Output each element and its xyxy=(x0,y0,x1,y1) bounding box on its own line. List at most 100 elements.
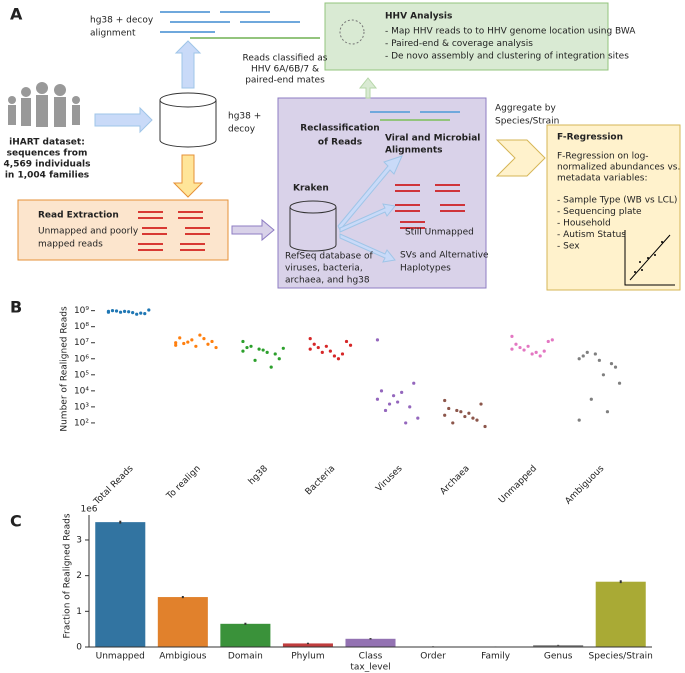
box-title: Reclassification xyxy=(300,124,379,134)
x-tick-label: Domain xyxy=(228,652,263,662)
data-point xyxy=(443,398,447,403)
data-point xyxy=(581,354,585,358)
data-point xyxy=(194,344,198,348)
diagram-text: - Map HHV reads to to HHV genome locatio… xyxy=(385,27,636,37)
data-point xyxy=(312,342,316,346)
data-point xyxy=(538,354,542,358)
data-point xyxy=(174,343,178,347)
panel-label: C xyxy=(10,512,22,531)
data-point xyxy=(416,416,420,420)
data-point xyxy=(110,309,115,313)
diagram-text: - Sample Type (WB vs LCL) xyxy=(557,196,677,206)
data-point xyxy=(253,358,257,362)
diagram-text: - Household xyxy=(557,219,611,229)
diagram-text: hg38 + decoy xyxy=(90,16,154,26)
y-tick-label: 1 xyxy=(76,607,82,617)
data-point xyxy=(534,350,538,354)
data-point xyxy=(475,418,479,422)
data-point xyxy=(613,365,618,369)
x-tick-label: Total Reads xyxy=(92,464,136,508)
data-point xyxy=(597,358,601,362)
x-tick-label: Unmapped xyxy=(497,464,539,506)
data-point xyxy=(147,308,151,312)
data-point xyxy=(400,390,404,394)
arrows xyxy=(94,40,546,263)
diagram-text: Alignments xyxy=(385,146,443,156)
diagram-text: Species/Strain xyxy=(495,117,559,127)
data-point xyxy=(308,337,312,341)
diagram-text: Viral and Microbial xyxy=(385,134,480,144)
diagram-text: decoy xyxy=(228,125,256,135)
panel-label: B xyxy=(10,298,22,317)
bar xyxy=(282,643,333,647)
data-point xyxy=(131,311,135,315)
diagram-text: - Sex xyxy=(557,242,580,252)
data-point xyxy=(241,349,245,353)
y-tick-label: 10³ xyxy=(74,402,89,412)
data-point xyxy=(617,381,622,385)
data-point xyxy=(605,410,610,414)
data-point xyxy=(328,349,332,353)
data-point xyxy=(375,338,380,342)
data-point xyxy=(118,310,123,314)
diagram-text: hg38 + xyxy=(228,112,261,122)
data-point xyxy=(471,416,475,420)
data-point xyxy=(210,339,214,344)
diagram-text: metadata variables: xyxy=(557,174,648,184)
data-point xyxy=(182,341,186,346)
diagram-text: Reads classified as xyxy=(243,54,328,64)
x-tick-label: To realign xyxy=(164,464,202,502)
x-tick-label: Phylum xyxy=(291,652,324,662)
x-tick-label: Unmapped xyxy=(96,652,145,662)
data-point xyxy=(404,421,408,425)
diagram-text: normalized abundances vs. xyxy=(557,163,680,173)
data-point xyxy=(522,348,526,352)
read-pairs xyxy=(138,184,465,251)
data-point xyxy=(375,397,380,401)
diagram-text: - De novo assembly and clustering of int… xyxy=(385,52,629,62)
data-point xyxy=(408,405,412,409)
y-tick-label: 10⁴ xyxy=(74,386,89,396)
data-point xyxy=(214,345,218,350)
db-icons xyxy=(159,92,337,252)
data-point xyxy=(344,339,349,344)
data-point xyxy=(546,339,550,344)
diagram-text: RefSeq database of xyxy=(285,252,373,262)
diagram-text: - Paired-end & coverage analysis xyxy=(385,39,533,49)
data-point xyxy=(106,309,111,313)
data-point xyxy=(467,411,471,415)
data-point xyxy=(249,344,253,348)
diagram-text: HHV 6A/6B/7 & xyxy=(251,65,319,75)
data-point xyxy=(514,342,518,346)
diagram-shapes xyxy=(8,2,681,291)
data-point xyxy=(202,337,206,341)
data-point xyxy=(443,413,447,417)
data-point xyxy=(122,309,127,313)
data-point xyxy=(277,357,281,361)
data-point xyxy=(186,340,190,344)
bar xyxy=(157,597,208,647)
data-point xyxy=(518,345,522,350)
data-point xyxy=(391,394,396,398)
virus-icon xyxy=(339,19,365,45)
diagram-text: Kraken xyxy=(293,184,329,194)
data-point xyxy=(127,310,131,314)
x-tick-label: Order xyxy=(420,652,446,662)
data-point xyxy=(577,357,581,361)
data-point xyxy=(530,352,534,356)
data-point xyxy=(383,408,388,413)
data-point xyxy=(589,397,593,401)
data-point xyxy=(577,418,581,422)
data-point xyxy=(479,402,483,406)
diagram-text: paired-end mates xyxy=(245,76,325,86)
x-tick-label: Ambiguous xyxy=(564,464,607,507)
data-point xyxy=(135,312,139,316)
x-tick-label: Genus xyxy=(544,652,573,662)
box-title: HHV Analysis xyxy=(385,12,452,22)
box-title: F-Regression xyxy=(557,133,623,143)
y-tick-label: 10⁹ xyxy=(74,306,89,316)
diagram-text: F-Regression on log- xyxy=(557,152,649,162)
diagram-text: - Autism Status xyxy=(557,230,626,240)
data-point xyxy=(316,345,320,350)
y-tick-label: 10⁸ xyxy=(74,322,89,332)
